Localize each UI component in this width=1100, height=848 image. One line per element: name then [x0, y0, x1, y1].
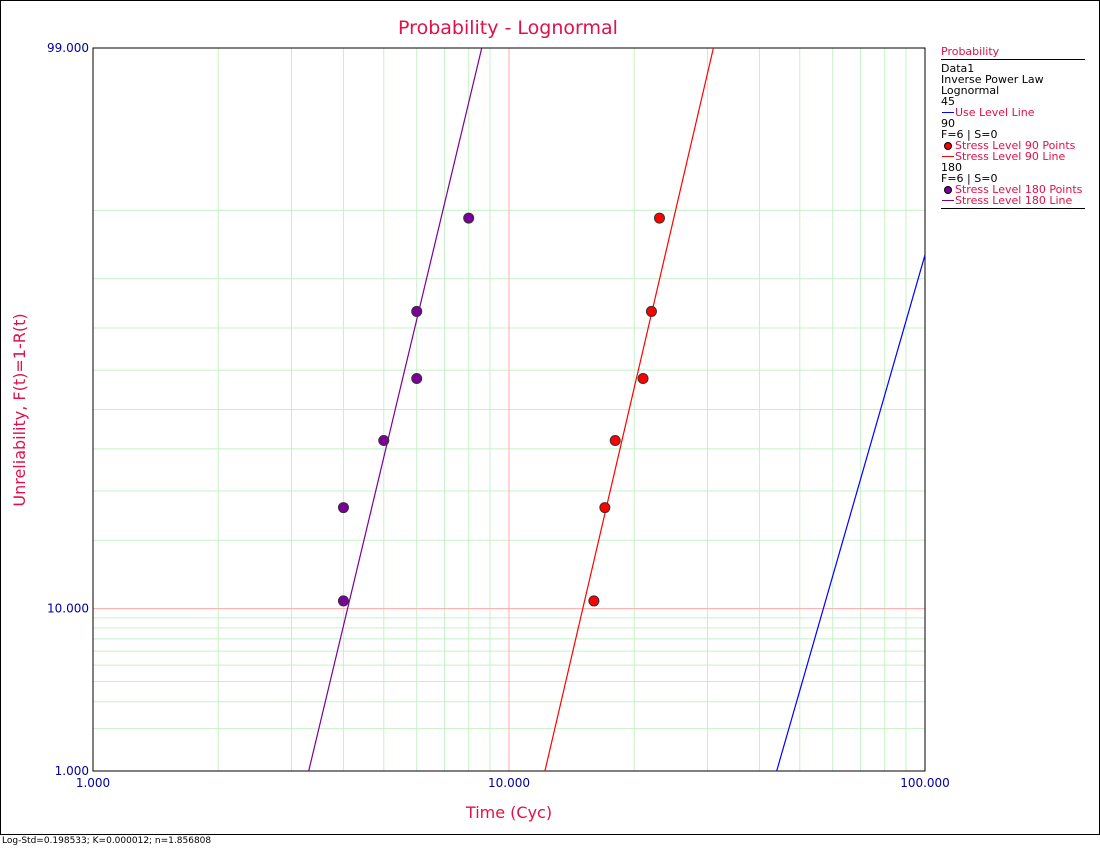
data-point-180	[411, 305, 423, 317]
line-swatch-icon	[941, 195, 955, 206]
data-point-180	[337, 502, 349, 514]
y-tick-label: 99.000	[47, 41, 89, 55]
legend-item: Stress Level 180 Points	[941, 184, 1085, 195]
legend-divider	[941, 208, 1085, 209]
legend-failure-count: F=6 | S=0	[941, 172, 998, 185]
line-swatch-icon	[941, 107, 955, 118]
x-axis-label: Time (Cyc)	[465, 803, 552, 822]
legend-item: Stress Level 90 Line	[941, 151, 1085, 162]
legend-item-label: Stress Level 180 Points	[955, 183, 1083, 196]
legend-title: Probability	[941, 46, 1085, 60]
plot-area	[92, 47, 926, 772]
data-point-180	[463, 212, 475, 224]
data-points	[337, 212, 665, 607]
fit-line-90	[544, 47, 714, 772]
legend-distribution: Lognormal	[941, 84, 1000, 97]
y-tick-label: 1.000	[55, 764, 89, 778]
legend-item-label: Use Level Line	[955, 106, 1035, 119]
legend-item: Stress Level 90 Points	[941, 140, 1085, 151]
point-marker-icon	[941, 184, 955, 195]
legend-stress-level: 90	[941, 117, 955, 130]
data-point-90	[653, 212, 665, 224]
point-marker-icon	[941, 140, 955, 151]
legend-item-label: Stress Level 90 Line	[955, 150, 1066, 163]
fit-lines	[308, 47, 926, 772]
status-bar: Log-Std=0.198533; K=0.000012; n=1.856808	[0, 834, 1100, 848]
chart-title: Probability - Lognormal	[398, 17, 618, 39]
line-swatch-icon	[941, 151, 955, 162]
data-point-90	[588, 595, 600, 607]
legend-stress-level: 180	[941, 161, 962, 174]
data-point-90	[645, 305, 657, 317]
legend-item: Stress Level 180 Line	[941, 195, 1085, 206]
legend-stress-level: 45	[941, 95, 955, 108]
legend-data-name: Data1	[941, 62, 975, 75]
legend-failure-count: F=6 | S=0	[941, 128, 998, 141]
x-tick-label: 10.000	[488, 776, 530, 790]
fit-line-45	[776, 254, 926, 772]
legend-model: Inverse Power Law	[941, 73, 1044, 86]
legend-groups: 45 Use Level Line 90 F=6 | S=0 Stress Level …	[941, 96, 1085, 206]
data-point-90	[609, 434, 621, 446]
data-point-90	[637, 373, 649, 385]
x-tick-label: 1.000	[76, 776, 110, 790]
data-point-180	[378, 434, 390, 446]
tick-labels: 1.000 10.000 100.000 1.000 10.000 99.000	[47, 41, 950, 790]
y-tick-label: 10.000	[47, 602, 89, 616]
legend-item-label: Stress Level 90 Points	[955, 139, 1076, 152]
major-grid	[93, 48, 925, 771]
data-point-90	[599, 502, 611, 514]
legend: Probability Data1 Inverse Power Law Logn…	[941, 46, 1085, 209]
legend-item-label: Stress Level 180 Line	[955, 194, 1073, 207]
data-point-180	[337, 595, 349, 607]
legend-item: Use Level Line	[941, 107, 1085, 118]
fit-line-180	[308, 47, 483, 772]
x-tick-label: 100.000	[900, 776, 950, 790]
y-axis-label: Unreliability, F(t)=1-R(t)	[10, 313, 29, 506]
data-point-180	[411, 373, 423, 385]
